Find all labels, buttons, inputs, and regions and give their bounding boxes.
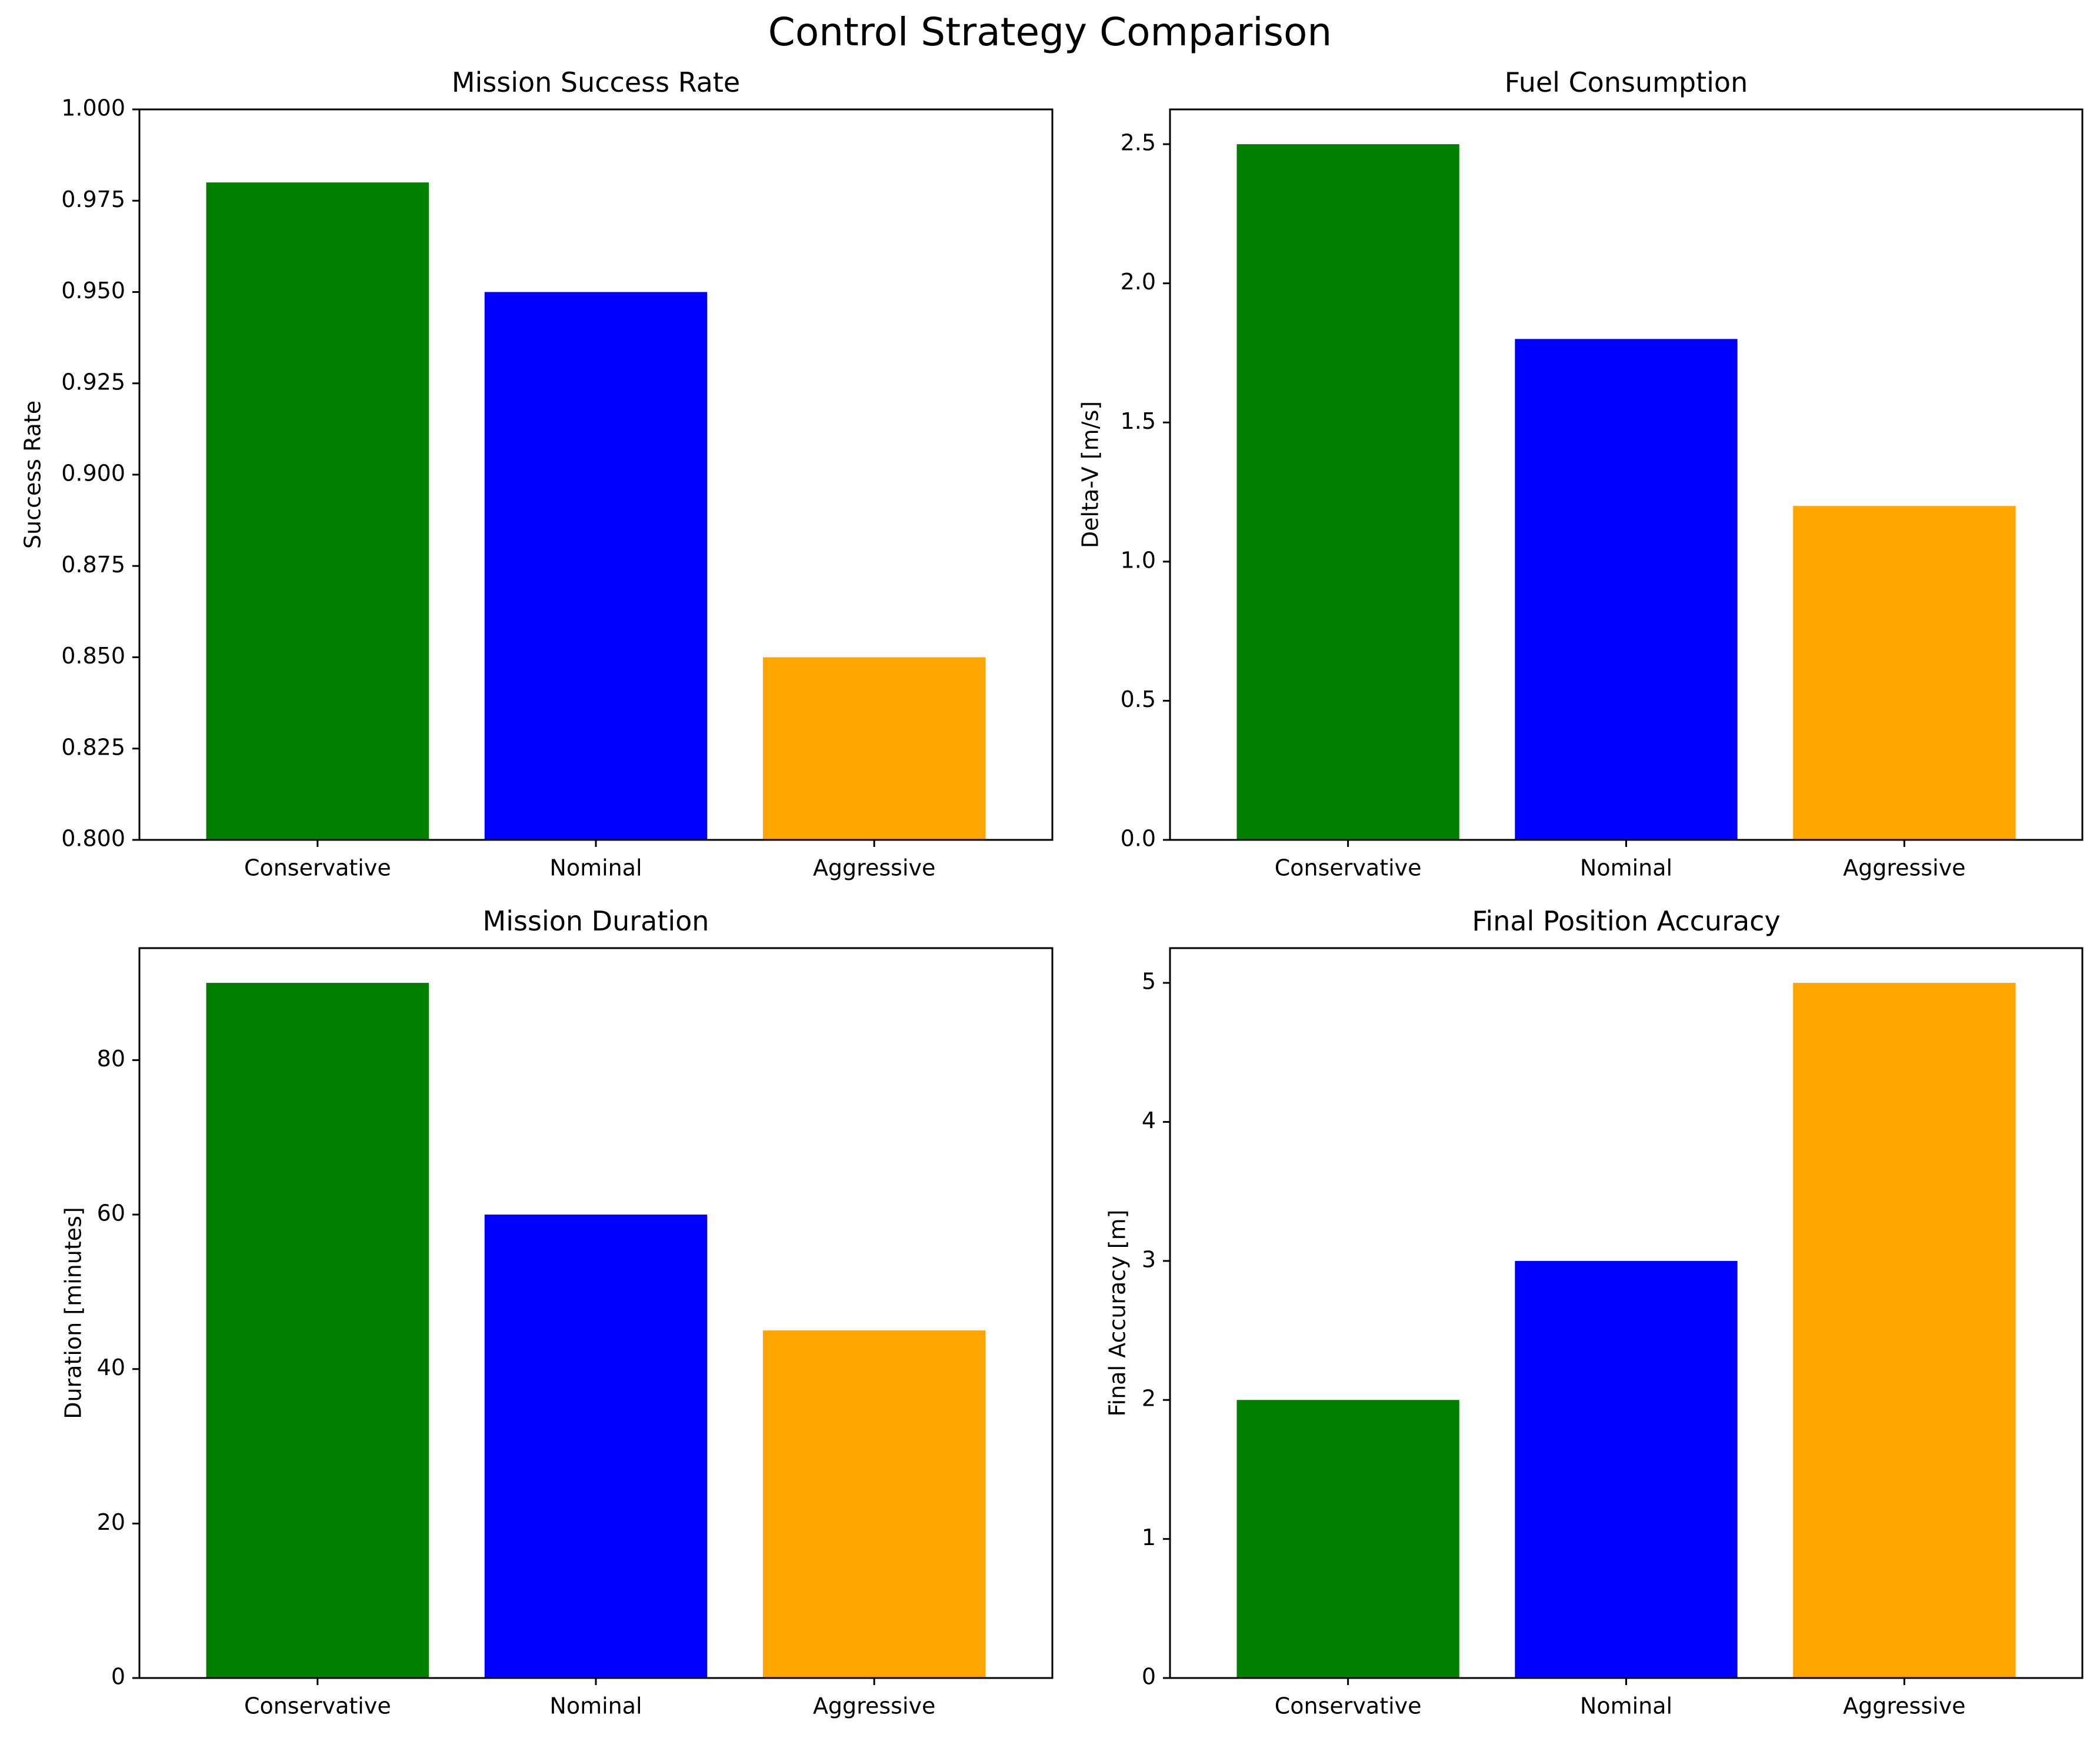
x-tick-label-aggressive: Aggressive	[1843, 1693, 1965, 1719]
y-tick-label: 0.800	[61, 826, 125, 852]
chart-title: Final Position Accuracy	[1472, 905, 1780, 937]
y-axis-label: Duration [minutes]	[61, 1207, 86, 1419]
x-tick-label-aggressive: Aggressive	[813, 855, 935, 881]
x-tick-label-nominal: Nominal	[1580, 855, 1672, 881]
y-tick-label: 2.0	[1121, 269, 1156, 295]
y-tick-label: 1	[1142, 1524, 1156, 1550]
bar-aggressive	[1793, 506, 2016, 840]
y-tick-label: 2	[1142, 1386, 1156, 1412]
y-tick-label: 0	[1142, 1664, 1156, 1690]
y-tick-label: 1.0	[1121, 547, 1156, 573]
y-tick-label: 40	[97, 1355, 125, 1380]
y-tick-label: 0	[111, 1664, 125, 1690]
y-tick-label: 0.875	[61, 552, 125, 578]
x-tick-label-aggressive: Aggressive	[813, 1693, 935, 1719]
x-tick-label-conservative: Conservative	[244, 1693, 391, 1719]
x-tick-label-nominal: Nominal	[549, 855, 642, 881]
y-axis-label: Success Rate	[20, 401, 46, 549]
chart-title: Mission Duration	[483, 905, 709, 937]
y-tick-label: 1.000	[61, 95, 125, 121]
bar-nominal	[1515, 339, 1738, 840]
x-tick-label-conservative: Conservative	[1275, 855, 1422, 881]
x-tick-label-nominal: Nominal	[1580, 1693, 1672, 1719]
figure-title: Control Strategy Comparison	[768, 9, 1332, 55]
y-tick-label: 80	[97, 1046, 125, 1072]
y-tick-label: 2.5	[1121, 130, 1156, 156]
y-tick-label: 0.900	[61, 461, 125, 486]
x-tick-label-nominal: Nominal	[549, 1693, 642, 1719]
y-tick-label: 0.925	[61, 369, 125, 395]
y-tick-label: 0.825	[61, 734, 125, 760]
y-tick-label: 60	[97, 1200, 125, 1226]
bar-nominal	[484, 1215, 708, 1678]
bar-aggressive	[1793, 983, 2016, 1678]
y-tick-label: 1.5	[1121, 408, 1156, 434]
y-tick-label: 3	[1142, 1246, 1156, 1272]
bar-nominal	[1515, 1260, 1738, 1678]
chart-title: Mission Success Rate	[452, 66, 740, 98]
y-tick-label: 0.5	[1121, 686, 1156, 712]
y-axis-label: Final Accuracy [m]	[1105, 1210, 1131, 1417]
bar-nominal	[484, 292, 708, 840]
y-tick-label: 0.850	[61, 643, 125, 669]
bar-conservative	[1236, 1400, 1459, 1678]
y-tick-label: 5	[1142, 969, 1156, 995]
x-tick-label-conservative: Conservative	[1275, 1693, 1422, 1719]
x-tick-label-aggressive: Aggressive	[1843, 855, 1965, 881]
bar-aggressive	[762, 1330, 986, 1678]
chart-title: Fuel Consumption	[1505, 66, 1748, 98]
x-tick-label-conservative: Conservative	[244, 855, 391, 881]
y-tick-label: 0.0	[1121, 826, 1156, 852]
y-tick-label: 4	[1142, 1107, 1156, 1133]
bar-conservative	[1236, 144, 1459, 840]
y-axis-label: Delta-V [m/s]	[1078, 401, 1104, 548]
y-tick-label: 0.950	[61, 278, 125, 303]
bar-conservative	[206, 983, 429, 1678]
bar-aggressive	[762, 657, 986, 840]
bar-conservative	[206, 182, 429, 840]
y-tick-label: 20	[97, 1509, 125, 1535]
y-tick-label: 0.975	[61, 186, 125, 212]
